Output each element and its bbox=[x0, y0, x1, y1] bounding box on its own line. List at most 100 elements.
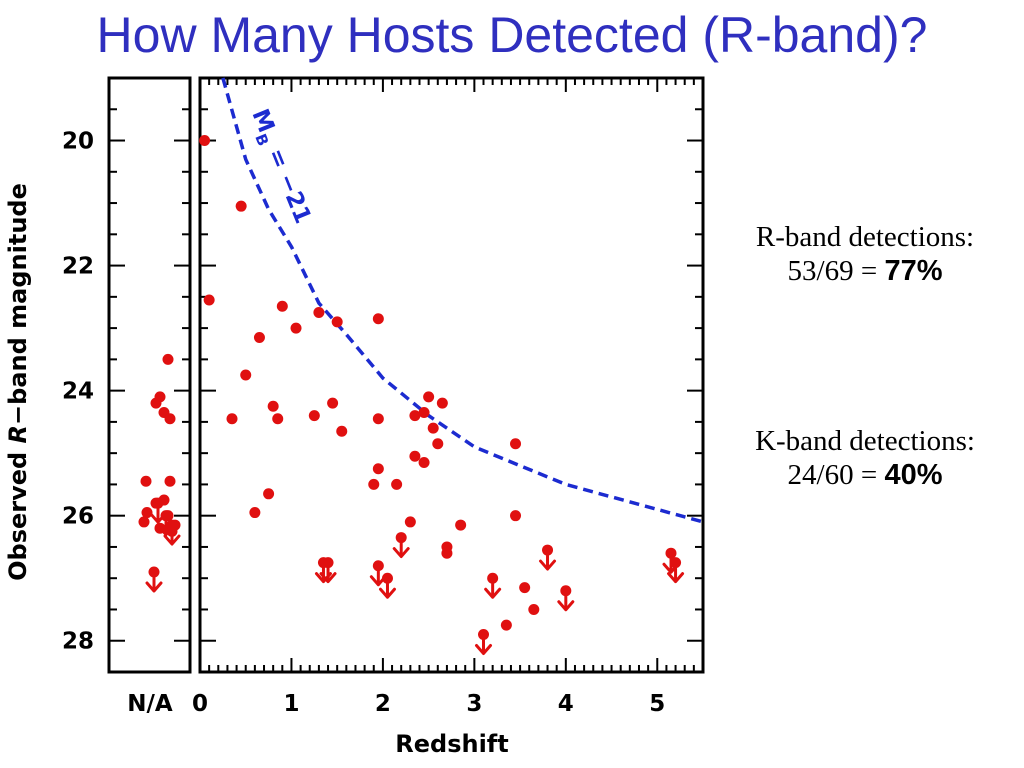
upper-limit-point bbox=[539, 544, 557, 571]
detection-point bbox=[510, 438, 522, 450]
r-band-label: R-band detections: bbox=[755, 221, 975, 253]
detection-point bbox=[235, 200, 247, 212]
y-tick-label: 20 bbox=[62, 129, 94, 155]
detection-point bbox=[372, 413, 384, 425]
r-band-percent: 77% bbox=[884, 255, 943, 287]
detection-point bbox=[164, 475, 176, 487]
detection-point bbox=[331, 316, 343, 328]
detection-point bbox=[240, 369, 252, 381]
detection-point bbox=[203, 294, 215, 306]
detection-point bbox=[436, 397, 448, 409]
x-tick-label: 4 bbox=[558, 691, 574, 717]
k-band-value: 24/60 = 40% bbox=[706, 458, 1024, 492]
upper-limit-point bbox=[667, 557, 685, 584]
y-tick-label: 26 bbox=[62, 504, 94, 530]
upper-limit-point bbox=[378, 572, 396, 599]
y-tick-label: 24 bbox=[62, 379, 94, 405]
detection-point bbox=[290, 322, 302, 334]
slide-title: How Many Hosts Detected (R-band)? bbox=[96, 7, 928, 63]
y-tick-label: 28 bbox=[62, 629, 94, 655]
detection-point bbox=[455, 519, 467, 531]
upper-limit-arrowhead bbox=[319, 572, 337, 584]
detection-point bbox=[199, 135, 211, 147]
detection-point bbox=[441, 547, 453, 559]
detection-point bbox=[409, 450, 421, 462]
detection-point bbox=[249, 507, 261, 519]
k-band-percent: 40% bbox=[884, 459, 943, 491]
plot-frames bbox=[107, 76, 705, 674]
detection-point bbox=[140, 475, 152, 487]
x-tick-label: 2 bbox=[375, 691, 391, 717]
upper-limit-arrowhead bbox=[392, 547, 410, 559]
x-tick-label: 5 bbox=[649, 691, 665, 717]
upper-limit-arrowhead bbox=[539, 559, 557, 571]
upper-limit-arrowhead bbox=[484, 587, 502, 599]
detection-point bbox=[372, 463, 384, 475]
upper-limit-arrowhead bbox=[667, 572, 685, 584]
upper-limit-point bbox=[475, 628, 493, 655]
detection-point bbox=[336, 425, 348, 437]
y-axis-label: Observed R−band magnitude bbox=[4, 183, 32, 581]
detection-point bbox=[308, 410, 320, 422]
upper-limit-arrowhead bbox=[163, 534, 181, 546]
detection-point bbox=[162, 353, 174, 365]
k-band-label: K-band detections: bbox=[755, 425, 975, 457]
detection-point bbox=[427, 422, 439, 434]
upper-limit-point bbox=[319, 557, 337, 584]
main-plot-frame bbox=[198, 76, 705, 674]
detection-point bbox=[510, 510, 522, 522]
detection-point bbox=[141, 507, 153, 519]
detection-point bbox=[519, 582, 531, 594]
y-tick-label: 22 bbox=[62, 254, 94, 280]
r-band-fraction: 53/69 = bbox=[787, 255, 885, 287]
detection-point bbox=[368, 478, 380, 490]
detection-point bbox=[423, 391, 435, 403]
detection-point bbox=[276, 300, 288, 312]
detection-point bbox=[164, 413, 176, 425]
detection-point bbox=[138, 516, 150, 528]
r-band-stat: R-band detections: 53/69 = 77% bbox=[706, 220, 1024, 288]
mb-21-curve bbox=[221, 77, 704, 524]
detection-point bbox=[150, 397, 162, 409]
detection-point bbox=[391, 478, 403, 490]
detection-point bbox=[409, 410, 421, 422]
upper-limit-point bbox=[369, 560, 387, 587]
upper-limit-arrowhead bbox=[557, 600, 575, 612]
detection-point bbox=[263, 488, 275, 500]
x-axis-label: Redshift bbox=[395, 730, 508, 758]
detection-point bbox=[372, 313, 384, 325]
detection-point bbox=[226, 413, 238, 425]
detection-point bbox=[327, 397, 339, 409]
r-band-value: 53/69 = 77% bbox=[706, 254, 1024, 288]
detection-point bbox=[404, 516, 416, 528]
detection-point bbox=[253, 331, 265, 343]
x-tick-label: 0 bbox=[192, 691, 208, 717]
curve-label: MB = −21 bbox=[243, 106, 316, 229]
upper-limit-point bbox=[163, 519, 181, 546]
k-band-fraction: 24/60 = bbox=[787, 459, 885, 491]
upper-limit-point bbox=[145, 566, 163, 593]
detection-point bbox=[313, 306, 325, 318]
detection-point bbox=[500, 619, 512, 631]
upper-limit-arrowhead bbox=[378, 587, 396, 599]
upper-limit-arrowhead bbox=[475, 643, 493, 655]
detection-point bbox=[432, 438, 444, 450]
detection-point bbox=[418, 457, 430, 469]
detection-point bbox=[272, 413, 284, 425]
upper-limit-point bbox=[392, 532, 410, 559]
data-points bbox=[138, 135, 685, 655]
x-tick-label: 1 bbox=[283, 691, 299, 717]
upper-limit-point bbox=[557, 585, 575, 612]
axis-labels: 0 1 2 3 4 5 20 22 24 26 28 bbox=[62, 129, 665, 717]
detection-point bbox=[267, 400, 279, 412]
x-tick-label: 3 bbox=[466, 691, 482, 717]
detection-point bbox=[418, 407, 430, 419]
upper-limit-arrowhead bbox=[145, 581, 163, 593]
na-plot-frame bbox=[107, 76, 192, 674]
na-tick-label: N/A bbox=[127, 691, 173, 717]
k-band-stat: K-band detections: 24/60 = 40% bbox=[706, 424, 1024, 492]
mb-curve-layer bbox=[221, 77, 704, 524]
detection-point bbox=[528, 603, 540, 615]
upper-limit-point bbox=[484, 572, 502, 599]
